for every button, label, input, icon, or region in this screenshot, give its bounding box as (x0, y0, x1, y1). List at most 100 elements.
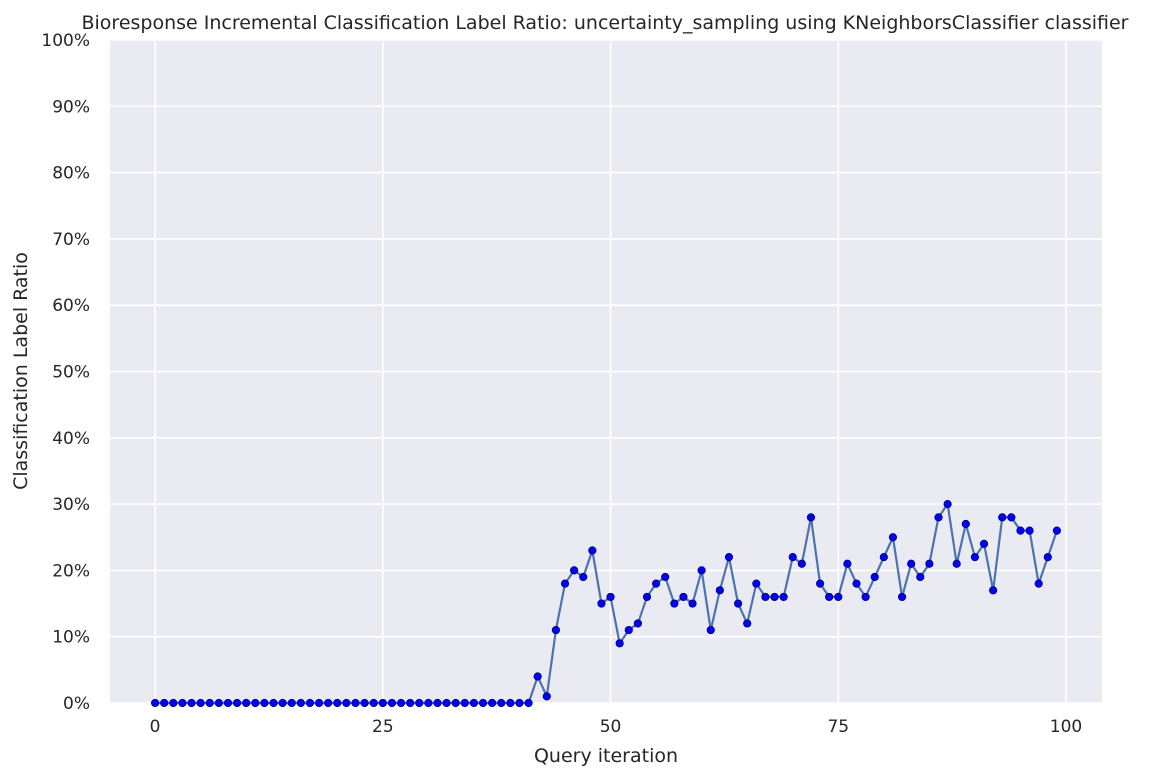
data-point (314, 698, 324, 708)
data-point (287, 698, 296, 708)
data-point (970, 553, 980, 562)
data-point (160, 698, 169, 708)
data-point (278, 698, 287, 708)
data-point (888, 533, 898, 542)
y-tick-label: 0% (63, 694, 90, 714)
data-point (788, 553, 797, 562)
x-tick-label: 100 (1050, 717, 1082, 737)
data-point (269, 698, 278, 708)
data-point (333, 698, 342, 708)
data-point (952, 559, 961, 568)
x-tick-label: 50 (600, 717, 622, 737)
y-tick-label: 20% (52, 561, 90, 581)
data-point (697, 566, 706, 575)
data-point (843, 559, 852, 568)
data-point (360, 698, 369, 708)
data-point (852, 579, 861, 588)
data-point (169, 698, 178, 708)
data-point (506, 698, 515, 708)
data-point (515, 698, 524, 708)
data-point (1043, 553, 1052, 562)
data-point (497, 698, 506, 708)
data-point (542, 692, 551, 701)
data-point (779, 592, 788, 602)
data-point (488, 698, 497, 708)
data-point (897, 592, 907, 602)
data-point (606, 592, 615, 602)
data-point (661, 572, 670, 582)
y-axis-label: Classification Label Ratio (10, 252, 32, 490)
data-point (196, 698, 205, 708)
data-point (733, 599, 743, 608)
data-point (451, 698, 460, 708)
data-point (551, 625, 560, 635)
data-point (588, 546, 597, 555)
y-tick-label: 10% (52, 628, 90, 648)
data-point (251, 698, 260, 708)
data-point (433, 698, 442, 708)
data-point (925, 559, 934, 568)
y-tick-label: 60% (52, 296, 90, 316)
data-point (907, 559, 916, 568)
data-point (743, 619, 752, 628)
data-point (214, 698, 223, 708)
data-point (815, 579, 825, 588)
data-point (1034, 579, 1043, 588)
y-tick-label: 50% (52, 363, 90, 383)
x-tick-label: 25 (372, 717, 394, 737)
data-point (770, 592, 779, 602)
tick-labels: 0 25 50 75 100 0% 10% 20% 30% 40% 50% 60% 70% 80% 90% 1… (41, 31, 1082, 737)
data-point (834, 592, 843, 602)
data-point (296, 698, 305, 708)
data-point (232, 698, 242, 708)
data-point (415, 698, 424, 708)
y-tick-label: 30% (52, 495, 90, 515)
data-point (442, 698, 451, 708)
data-point (642, 592, 652, 602)
data-point (560, 579, 570, 588)
data-point (570, 566, 579, 575)
data-point (460, 698, 469, 708)
data-point (406, 698, 415, 708)
data-point (633, 619, 642, 628)
data-point (961, 519, 970, 529)
x-tick-label: 0 (150, 717, 161, 737)
data-point (387, 698, 397, 708)
data-point (715, 586, 724, 595)
data-point (797, 559, 806, 568)
data-point (670, 599, 679, 608)
data-point (223, 698, 233, 708)
data-point (870, 572, 879, 582)
data-point (178, 698, 187, 708)
data-point (597, 599, 606, 608)
series-line (155, 503, 1058, 705)
data-point (579, 572, 588, 582)
data-point (998, 513, 1007, 522)
chart-title: Bioresponse Incremental Classification L… (81, 12, 1128, 34)
data-point (1052, 526, 1062, 535)
y-tick-label: 40% (52, 429, 90, 449)
data-point (879, 553, 888, 562)
data-point (825, 592, 834, 602)
data-point (1007, 513, 1016, 522)
data-point (187, 698, 196, 708)
data-point (369, 698, 378, 708)
data-point (351, 698, 360, 708)
data-point (615, 639, 624, 648)
data-point (943, 500, 952, 509)
data-point (242, 698, 251, 708)
data-point (752, 579, 761, 588)
data-point (342, 698, 351, 708)
grid (110, 39, 1102, 704)
data-point (934, 513, 943, 522)
series-group (150, 500, 1062, 708)
data-point (478, 698, 488, 708)
data-point (1016, 526, 1025, 535)
data-point (305, 698, 315, 708)
data-point (979, 539, 989, 548)
data-point (624, 625, 633, 635)
data-point (524, 698, 533, 708)
data-point (989, 586, 998, 595)
y-tick-label: 80% (52, 164, 90, 184)
